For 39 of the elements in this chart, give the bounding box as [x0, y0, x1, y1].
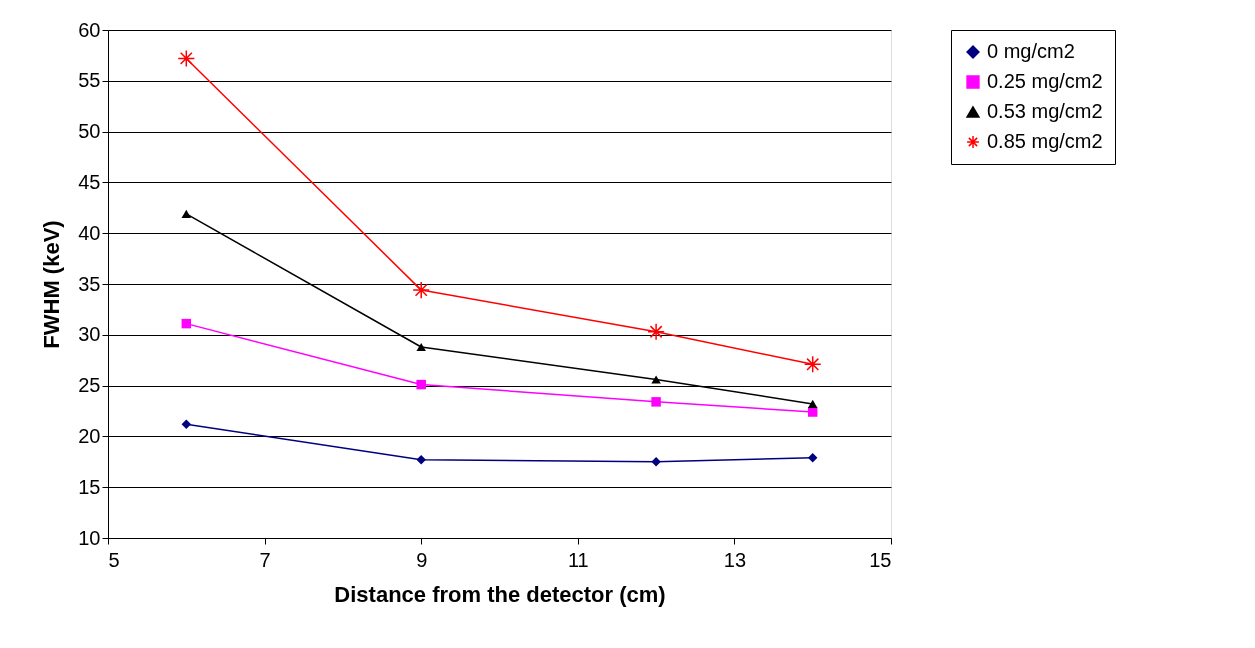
y-tick-label: 20	[78, 424, 101, 447]
point	[416, 342, 426, 352]
legend-label: 0 mg/cm2	[987, 40, 1075, 62]
x-tick-label: 5	[108, 548, 120, 571]
y-tick-label: 60	[78, 18, 101, 41]
x-tick-label: 11	[567, 548, 589, 571]
y-tick-label: 45	[78, 170, 101, 193]
point	[177, 49, 196, 68]
x-tick-label: 15	[869, 548, 892, 571]
point	[651, 397, 661, 407]
point	[416, 379, 426, 390]
y-axis-title: FWHM (keV)	[39, 220, 65, 349]
x-tick-label: 9	[416, 548, 428, 571]
point	[412, 281, 431, 299]
point	[807, 452, 818, 463]
point	[416, 455, 426, 465]
y-tick-label: 35	[78, 272, 101, 295]
point	[181, 419, 192, 429]
point	[803, 355, 822, 374]
x-tick-label: 13	[723, 548, 747, 571]
y-tick-label: 55	[78, 69, 101, 92]
legend-label: 0.85 mg/cm2	[987, 130, 1103, 152]
x-tick-label: 7	[259, 548, 271, 571]
y-tick-label: 25	[78, 374, 101, 397]
y-tick-label: 10	[78, 526, 101, 549]
point	[181, 209, 192, 218]
y-tick-label: 15	[78, 475, 101, 498]
legend-label: 0.53 mg/cm2	[987, 100, 1103, 122]
y-tick-label: 40	[78, 221, 101, 244]
legend-label: 0.25 mg/cm2	[987, 70, 1103, 92]
point	[651, 457, 661, 467]
point	[807, 407, 818, 417]
point	[651, 375, 661, 384]
y-tick-label: 30	[78, 323, 101, 346]
point	[181, 318, 192, 329]
point	[647, 322, 665, 341]
y-tick-label: 50	[78, 120, 101, 143]
x-axis-title: Distance from the detector (cm)	[334, 581, 666, 607]
point	[807, 399, 818, 408]
